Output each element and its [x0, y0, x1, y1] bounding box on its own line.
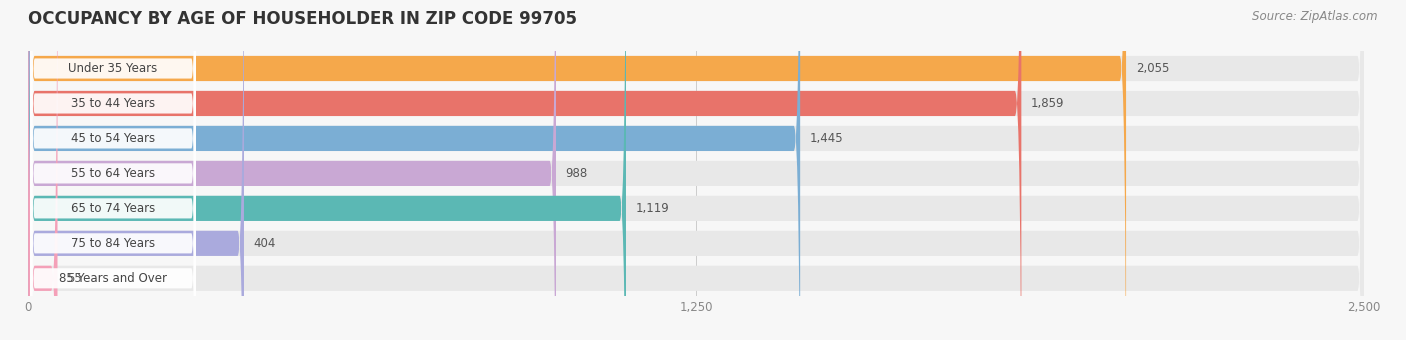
FancyBboxPatch shape: [28, 0, 1364, 340]
FancyBboxPatch shape: [28, 0, 1364, 340]
FancyBboxPatch shape: [28, 0, 800, 340]
Text: 2,055: 2,055: [1136, 62, 1168, 75]
Text: 35 to 44 Years: 35 to 44 Years: [72, 97, 155, 110]
FancyBboxPatch shape: [28, 0, 1364, 340]
Text: 55: 55: [67, 272, 82, 285]
Text: 1,859: 1,859: [1031, 97, 1064, 110]
FancyBboxPatch shape: [28, 0, 1364, 340]
Text: 45 to 54 Years: 45 to 54 Years: [72, 132, 155, 145]
FancyBboxPatch shape: [31, 0, 195, 340]
FancyBboxPatch shape: [31, 0, 195, 340]
Text: OCCUPANCY BY AGE OF HOUSEHOLDER IN ZIP CODE 99705: OCCUPANCY BY AGE OF HOUSEHOLDER IN ZIP C…: [28, 10, 576, 28]
FancyBboxPatch shape: [28, 0, 555, 340]
FancyBboxPatch shape: [31, 0, 195, 340]
FancyBboxPatch shape: [28, 0, 245, 340]
Text: Source: ZipAtlas.com: Source: ZipAtlas.com: [1253, 10, 1378, 23]
FancyBboxPatch shape: [28, 0, 58, 340]
FancyBboxPatch shape: [28, 0, 1364, 340]
Text: 404: 404: [253, 237, 276, 250]
FancyBboxPatch shape: [28, 0, 1126, 340]
FancyBboxPatch shape: [28, 0, 1364, 340]
Text: 85 Years and Over: 85 Years and Over: [59, 272, 167, 285]
Text: Under 35 Years: Under 35 Years: [69, 62, 157, 75]
FancyBboxPatch shape: [28, 0, 1021, 340]
FancyBboxPatch shape: [28, 0, 626, 340]
FancyBboxPatch shape: [31, 0, 195, 340]
FancyBboxPatch shape: [31, 0, 195, 340]
Text: 1,119: 1,119: [636, 202, 669, 215]
Text: 988: 988: [565, 167, 588, 180]
Text: 55 to 64 Years: 55 to 64 Years: [72, 167, 155, 180]
Text: 65 to 74 Years: 65 to 74 Years: [70, 202, 155, 215]
FancyBboxPatch shape: [28, 0, 1364, 340]
Text: 75 to 84 Years: 75 to 84 Years: [72, 237, 155, 250]
FancyBboxPatch shape: [31, 0, 195, 340]
Text: 1,445: 1,445: [810, 132, 844, 145]
FancyBboxPatch shape: [31, 0, 195, 340]
